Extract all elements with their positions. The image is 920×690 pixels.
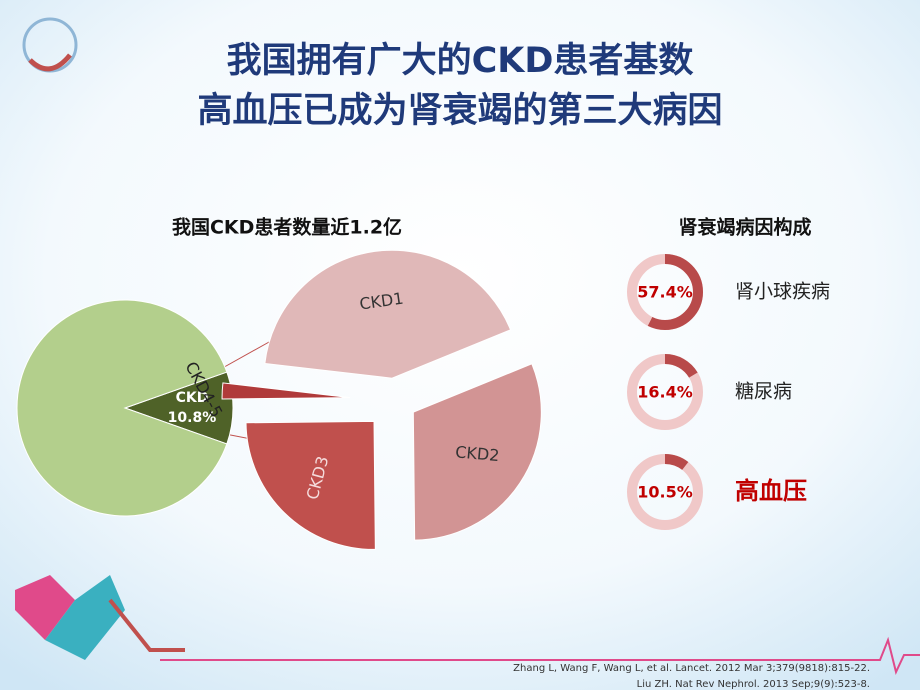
pie-slice — [16, 299, 228, 517]
pie-slice — [123, 371, 234, 445]
reference: Zhang L, Wang F, Wang L, et al. Lancet. … — [513, 663, 870, 674]
value-label: 10.5% — [637, 483, 693, 502]
pie-slice — [221, 382, 351, 400]
category-label: 糖尿病 — [735, 381, 792, 403]
value-label: 57.4% — [637, 283, 693, 302]
reference: Liu ZH. Nat Rev Nephrol. 2013 Sep;9(9):5… — [637, 679, 870, 690]
chart-title: 我国CKD患者数量近1.2亿 — [172, 216, 402, 239]
category-label: 高血压 — [735, 477, 807, 505]
chart-title: 肾衰竭病因构成 — [678, 216, 811, 239]
donut-arc — [627, 254, 703, 330]
ribbon-decoration — [15, 575, 920, 675]
slide-title: 高血压已成为肾衰竭的第三大病因 — [197, 91, 722, 131]
slide-title: 我国拥有广大的CKD患者基数 — [227, 41, 694, 81]
value-label: 10.8% — [168, 410, 217, 426]
slice-label: CKD2 — [455, 442, 501, 465]
pie-slice — [412, 363, 542, 541]
value-label: 16.4% — [637, 383, 693, 402]
logo — [22, 17, 78, 73]
donut-arc — [627, 454, 703, 530]
slice-label: CKD — [176, 390, 209, 406]
donut-arc — [627, 354, 703, 430]
pie-slice — [264, 249, 512, 379]
pie-slice — [245, 420, 376, 550]
category-label: 肾小球疾病 — [735, 281, 830, 303]
